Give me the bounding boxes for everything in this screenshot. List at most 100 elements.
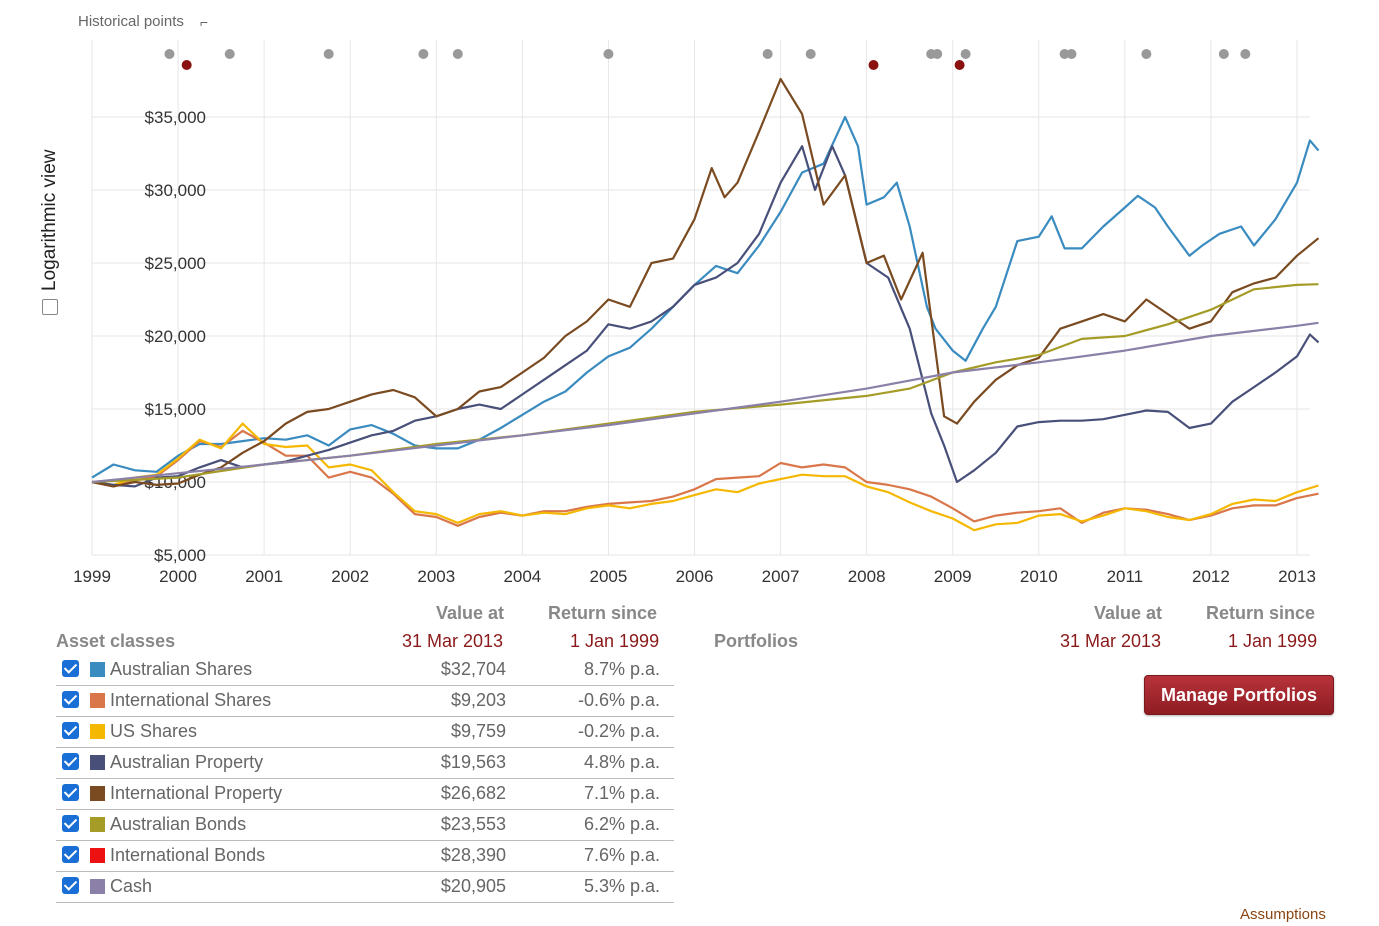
x-tick-label: 2008 [848, 567, 886, 586]
x-tick-label: 2005 [590, 567, 628, 586]
x-tick-label: 1999 [73, 567, 111, 586]
asset-return: 7.6% p.a. [583, 845, 660, 865]
x-tick-label: 2009 [934, 567, 972, 586]
historical-points-label[interactable]: Historical points [78, 13, 184, 30]
asset-name: Australian Property [110, 752, 264, 772]
y-tick-label: $35,000 [145, 108, 206, 127]
legend-swatch [90, 662, 105, 677]
table-row: US Shares $9,759 -0.2% p.a. [56, 717, 674, 748]
asset-return: 7.1% p.a. [583, 783, 660, 803]
historical-point [1141, 49, 1152, 59]
y-tick-label: $25,000 [145, 254, 206, 273]
historical-point [1059, 49, 1070, 59]
legend-swatch [90, 817, 105, 832]
x-tick-label: 2012 [1192, 567, 1230, 586]
line-chart: $5,000$10,000$15,000$20,000$25,000$30,00… [73, 40, 1320, 586]
table-row: Cash $20,905 5.3% p.a. [56, 872, 674, 903]
portfolios-header: Portfolios [714, 631, 798, 651]
manage-portfolios-button[interactable]: Manage Portfolios [1144, 675, 1334, 715]
x-tick-label: 2011 [1107, 567, 1144, 586]
assumptions-link[interactable]: Assumptions [1240, 906, 1326, 923]
historical-point [452, 49, 463, 59]
asset-return: 5.3% p.a. [583, 876, 660, 896]
asset-name: Australian Bonds [110, 814, 247, 834]
legend-swatch [90, 693, 105, 708]
table-row: International Shares $9,203 -0.6% p.a. [56, 686, 674, 717]
asset-name: International Property [110, 783, 283, 803]
asset-name: Australian Shares [110, 659, 253, 679]
portfolio-return-date: 1 Jan 1999 [1228, 631, 1318, 651]
x-axis-tick-labels: 1999 2000 2001 2002 2003 2004 2005 2006 2007 2008… [73, 567, 1316, 586]
y-axis-tick-labels: $5,000$10,000$15,000$20,000$25,000$30,00… [145, 108, 206, 565]
x-tick-label: 2010 [1020, 567, 1058, 586]
value-at-header: Value at [436, 603, 505, 623]
series-line-australian-shares [91, 115, 1320, 479]
asset-value: $32,704 [440, 659, 506, 679]
x-tick-label: 2001 [245, 567, 283, 586]
asset-value: $19,563 [440, 752, 506, 772]
historical-point [1240, 49, 1251, 59]
checkbox-cash[interactable] [62, 877, 79, 894]
asset-value: $23,553 [440, 814, 506, 834]
checkbox-australian-bonds[interactable] [62, 815, 79, 832]
return-since-header: Return since [548, 603, 658, 623]
portfolio-value-date: 31 Mar 2013 [1060, 631, 1162, 651]
series-line-international-shares [91, 429, 1319, 527]
historical-point-selected [868, 60, 879, 70]
x-tick-label: 2007 [762, 567, 800, 586]
portfolio-value-at-header: Value at [1094, 603, 1163, 623]
asset-return: 8.7% p.a. [583, 659, 660, 679]
historical-point [805, 49, 816, 59]
legend-swatch [90, 848, 105, 863]
x-tick-label: 2003 [417, 567, 455, 586]
asset-value: $9,759 [450, 721, 506, 741]
asset-return: 4.8% p.a. [583, 752, 660, 772]
historical-point [762, 49, 773, 59]
checkbox-australian-property[interactable] [62, 753, 79, 770]
historical-point [323, 49, 334, 59]
series-lines [91, 77, 1320, 532]
historical-point-selected [954, 60, 965, 70]
checkbox-international-shares[interactable] [62, 691, 79, 708]
x-tick-label: 2002 [331, 567, 369, 586]
log-view-label: Logarithmic view [39, 149, 60, 292]
historical-points-arrow-icon: ⌐ [200, 14, 209, 30]
asset-value: $26,682 [440, 783, 506, 803]
historical-points-markers [164, 49, 1251, 70]
asset-return: 6.2% p.a. [583, 814, 660, 834]
legend-swatch [90, 786, 105, 801]
historical-point [960, 49, 971, 59]
checkbox-us-shares[interactable] [62, 722, 79, 739]
grid [91, 40, 1310, 556]
historical-point [1218, 49, 1229, 59]
historical-point [164, 49, 175, 59]
table-row: Australian Shares $32,704 8.7% p.a. [56, 655, 674, 686]
asset-classes-table: Australian Shares $32,704 8.7% p.a. Inte… [56, 655, 674, 903]
checkbox-international-property[interactable] [62, 784, 79, 801]
table-row: Australian Property $19,563 4.8% p.a. [56, 748, 674, 779]
checkbox-international-bonds[interactable] [62, 846, 79, 863]
legend-swatch [90, 724, 105, 739]
historical-point [932, 49, 943, 59]
historical-point [603, 49, 614, 59]
series-line-cash [91, 321, 1319, 484]
x-tick-label: 2000 [159, 567, 197, 586]
portfolio-return-since-header: Return since [1206, 603, 1316, 623]
log-view-toggle[interactable]: Logarithmic view [20, 120, 80, 320]
asset-classes-header: Asset classes [56, 631, 176, 651]
checkbox-australian-shares[interactable] [62, 660, 79, 677]
asset-return: -0.6% p.a. [577, 690, 660, 710]
x-tick-label: 2006 [676, 567, 714, 586]
log-view-checkbox[interactable] [42, 299, 58, 315]
x-tick-label: 2004 [503, 567, 541, 586]
y-tick-label: $15,000 [145, 400, 206, 419]
series-line-australian-bonds [91, 283, 1319, 484]
asset-name: US Shares [110, 721, 198, 741]
legend-swatch [90, 879, 105, 894]
historical-point-selected [181, 60, 192, 70]
historical-point [224, 49, 235, 59]
table-row: International Bonds $28,390 7.6% p.a. [56, 841, 674, 872]
series-line-international-property [91, 77, 1320, 488]
asset-name: International Bonds [110, 845, 266, 865]
series-line-australian-property [91, 145, 1320, 488]
